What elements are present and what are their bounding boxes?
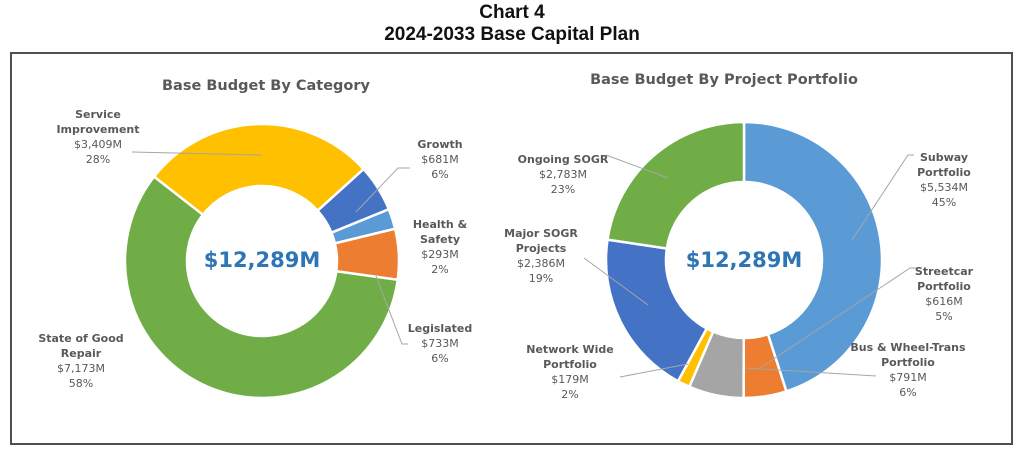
- center-total-category: $12,289M: [204, 248, 321, 272]
- data-label-legislated: Legislated $733M 6%: [408, 322, 472, 365]
- data-label-network-wide-portfolio: Network Wide Portfolio $179M 2%: [526, 343, 613, 401]
- leader-line-ongoing-sogr: [605, 154, 669, 179]
- chart-title-portfolio: Base Budget By Project Portfolio: [590, 72, 858, 88]
- data-label-streetcar-portfolio: Streetcar Portfolio $616M 5%: [915, 265, 974, 323]
- center-total-portfolio: $12,289M: [686, 248, 803, 272]
- slice-major-sogr-projects: [604, 238, 709, 383]
- slice-subway-portfolio: [742, 120, 884, 393]
- slice-service-improvement: [152, 122, 366, 217]
- data-label-bus-and-wheel-trans-portfolio: Bus & Wheel-Trans Portfolio $791M 6%: [850, 341, 966, 399]
- data-label-health-and-safety: Health & Safety $293M 2%: [413, 218, 468, 276]
- figure-frame: [10, 52, 1013, 445]
- donut-category: Service Improvement $3,409M 28% Growth $681M 6…: [38, 108, 472, 400]
- leader-line-subway-portfolio: [851, 154, 914, 241]
- donut-portfolio: Subway Portfolio $5,534M 45% Streetcar Portfo…: [504, 120, 974, 401]
- slice-state-of-good-repair: [123, 174, 400, 400]
- data-label-ongoing-sogr: Ongoing SOGR $2,783M 23%: [518, 153, 609, 196]
- leader-line-bus-and-wheel-trans-portfolio: [744, 367, 877, 377]
- data-label-service-improvement: Service Improvement $3,409M 28%: [56, 108, 139, 166]
- data-label-major-sogr-projects: Major SOGR Projects $2,386M 19%: [504, 227, 578, 285]
- figure-title: Chart 4: [479, 2, 545, 23]
- leader-line-legislated: [375, 275, 408, 345]
- leader-line-streetcar-portfolio: [759, 267, 918, 369]
- chart-title-category: Base Budget By Category: [162, 78, 371, 94]
- leader-line-major-sogr-projects: [583, 257, 649, 306]
- data-label-subway-portfolio: Subway Portfolio $5,534M 45%: [917, 151, 971, 209]
- leader-line-network-wide-portfolio: [619, 363, 689, 378]
- leader-line-growth: [355, 167, 410, 213]
- figure-subtitle: 2024-2033 Base Capital Plan: [384, 24, 640, 45]
- data-label-growth: Growth $681M 6%: [417, 138, 462, 181]
- slice-ongoing-sogr: [606, 120, 746, 250]
- data-label-state-of-good-repair: State of Good Repair $7,173M 58%: [38, 332, 123, 390]
- leader-line-service-improvement: [131, 151, 263, 156]
